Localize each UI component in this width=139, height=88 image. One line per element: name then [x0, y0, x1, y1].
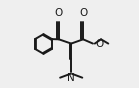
- Text: O: O: [95, 39, 103, 49]
- Text: O: O: [79, 8, 87, 18]
- Text: N: N: [67, 73, 75, 83]
- Text: O: O: [55, 8, 63, 18]
